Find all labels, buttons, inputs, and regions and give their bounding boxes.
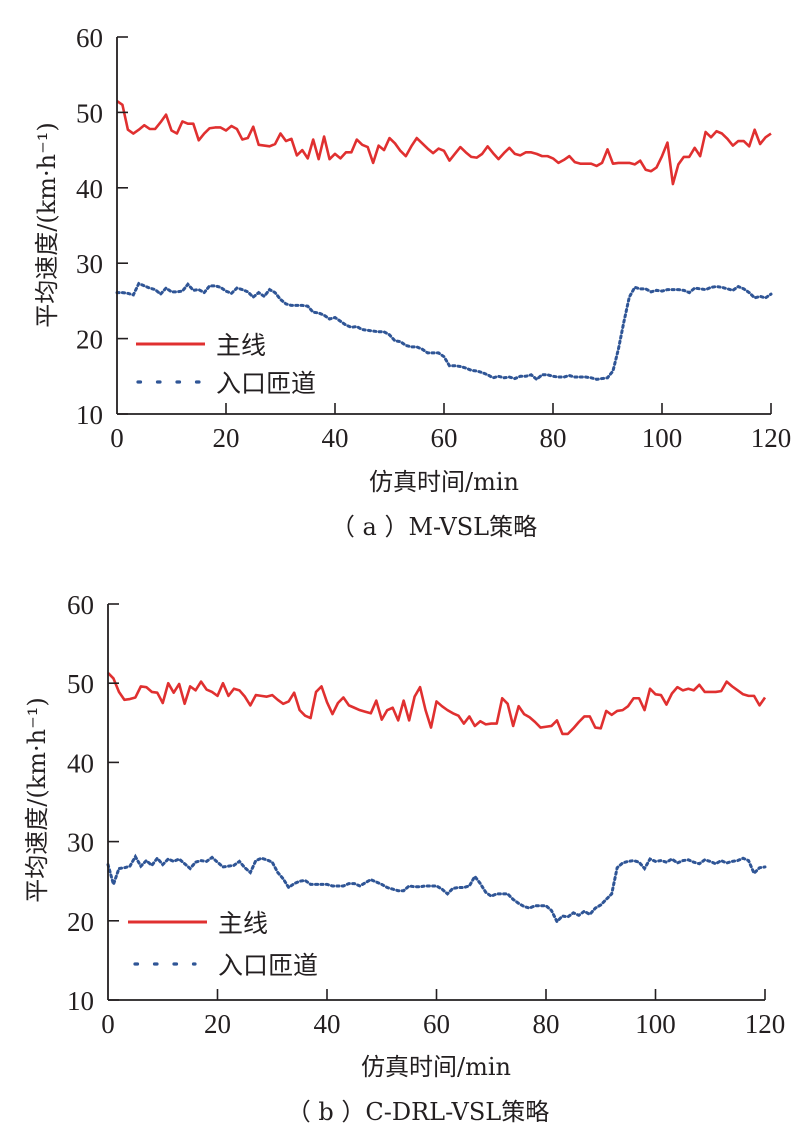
series-line-mainline — [107, 671, 767, 736]
y-tick-label: 60 — [76, 23, 103, 53]
chart-a-series — [115, 100, 773, 382]
x-tick-label: 60 — [423, 1009, 450, 1039]
chart-b: 10 20 30 40 50 60 0 20 40 60 80 100 120 平均速度/(km·h⁻… — [23, 590, 785, 1126]
chart-b-series — [106, 671, 767, 925]
x-tick-label: 0 — [101, 1009, 115, 1039]
x-tick-label: 100 — [642, 423, 683, 453]
y-tick-label: 50 — [67, 669, 94, 699]
series-line-ramp — [106, 853, 767, 925]
legend-ramp-label: 入口匝道 — [218, 951, 318, 980]
x-tick-label: 40 — [314, 1009, 341, 1039]
chart-b-y-axis-title: 平均速度/(km·h⁻¹) — [23, 697, 51, 903]
chart-b-caption: （ b ）C-DRL-VSL策略 — [287, 1098, 549, 1126]
x-tick-label: 80 — [540, 423, 567, 453]
chart-a-y-ticks: 10 20 30 40 50 60 — [76, 23, 128, 430]
legend-ramp-label: 入口匝道 — [216, 369, 316, 398]
x-tick-label: 40 — [322, 423, 349, 453]
y-tick-label: 50 — [76, 98, 103, 128]
legend-mainline-label: 主线 — [216, 331, 266, 360]
y-tick-label: 10 — [67, 986, 94, 1016]
chart-a-legend: 主线 入口匝道 — [136, 331, 316, 398]
x-tick-label: 120 — [745, 1009, 786, 1039]
y-tick-label: 60 — [67, 590, 94, 620]
chart-b-x-axis-title: 仿真时间/min — [361, 1053, 511, 1081]
y-tick-label: 40 — [67, 748, 94, 778]
x-tick-label: 80 — [533, 1009, 560, 1039]
legend-mainline-label: 主线 — [218, 909, 268, 938]
y-tick-label: 10 — [76, 400, 103, 430]
chart-a-x-ticks: 0 20 40 60 80 100 120 — [110, 403, 791, 453]
y-tick-label: 30 — [67, 828, 94, 858]
x-tick-label: 100 — [635, 1009, 676, 1039]
x-tick-label: 20 — [213, 423, 240, 453]
x-tick-label: 120 — [751, 423, 792, 453]
chart-a-y-axis-title: 平均速度/(km·h⁻¹) — [33, 122, 61, 328]
y-tick-label: 30 — [76, 249, 103, 279]
x-tick-label: 0 — [110, 423, 124, 453]
y-tick-label: 20 — [76, 325, 103, 355]
chart-a-x-axis-title: 仿真时间/min — [369, 468, 519, 496]
x-tick-label: 60 — [431, 423, 458, 453]
chart-a-caption: （ a ）M-VSL策略 — [331, 513, 537, 541]
y-tick-label: 20 — [67, 907, 94, 937]
chart-b-x-ticks: 0 20 40 60 80 100 120 — [101, 989, 785, 1039]
series-line-mainline — [116, 100, 772, 186]
x-tick-label: 20 — [204, 1009, 231, 1039]
chart-b-y-ticks: 10 20 30 40 50 60 — [67, 590, 119, 1016]
chart-b-axes — [107, 604, 765, 1001]
series-line-ramp — [115, 281, 773, 382]
chart-b-legend: 主线 入口匝道 — [128, 909, 318, 980]
y-tick-label: 40 — [76, 174, 103, 204]
chart-a: 10 20 30 40 50 60 0 20 40 60 80 100 120 平均速度/(km·h⁻… — [33, 23, 791, 541]
